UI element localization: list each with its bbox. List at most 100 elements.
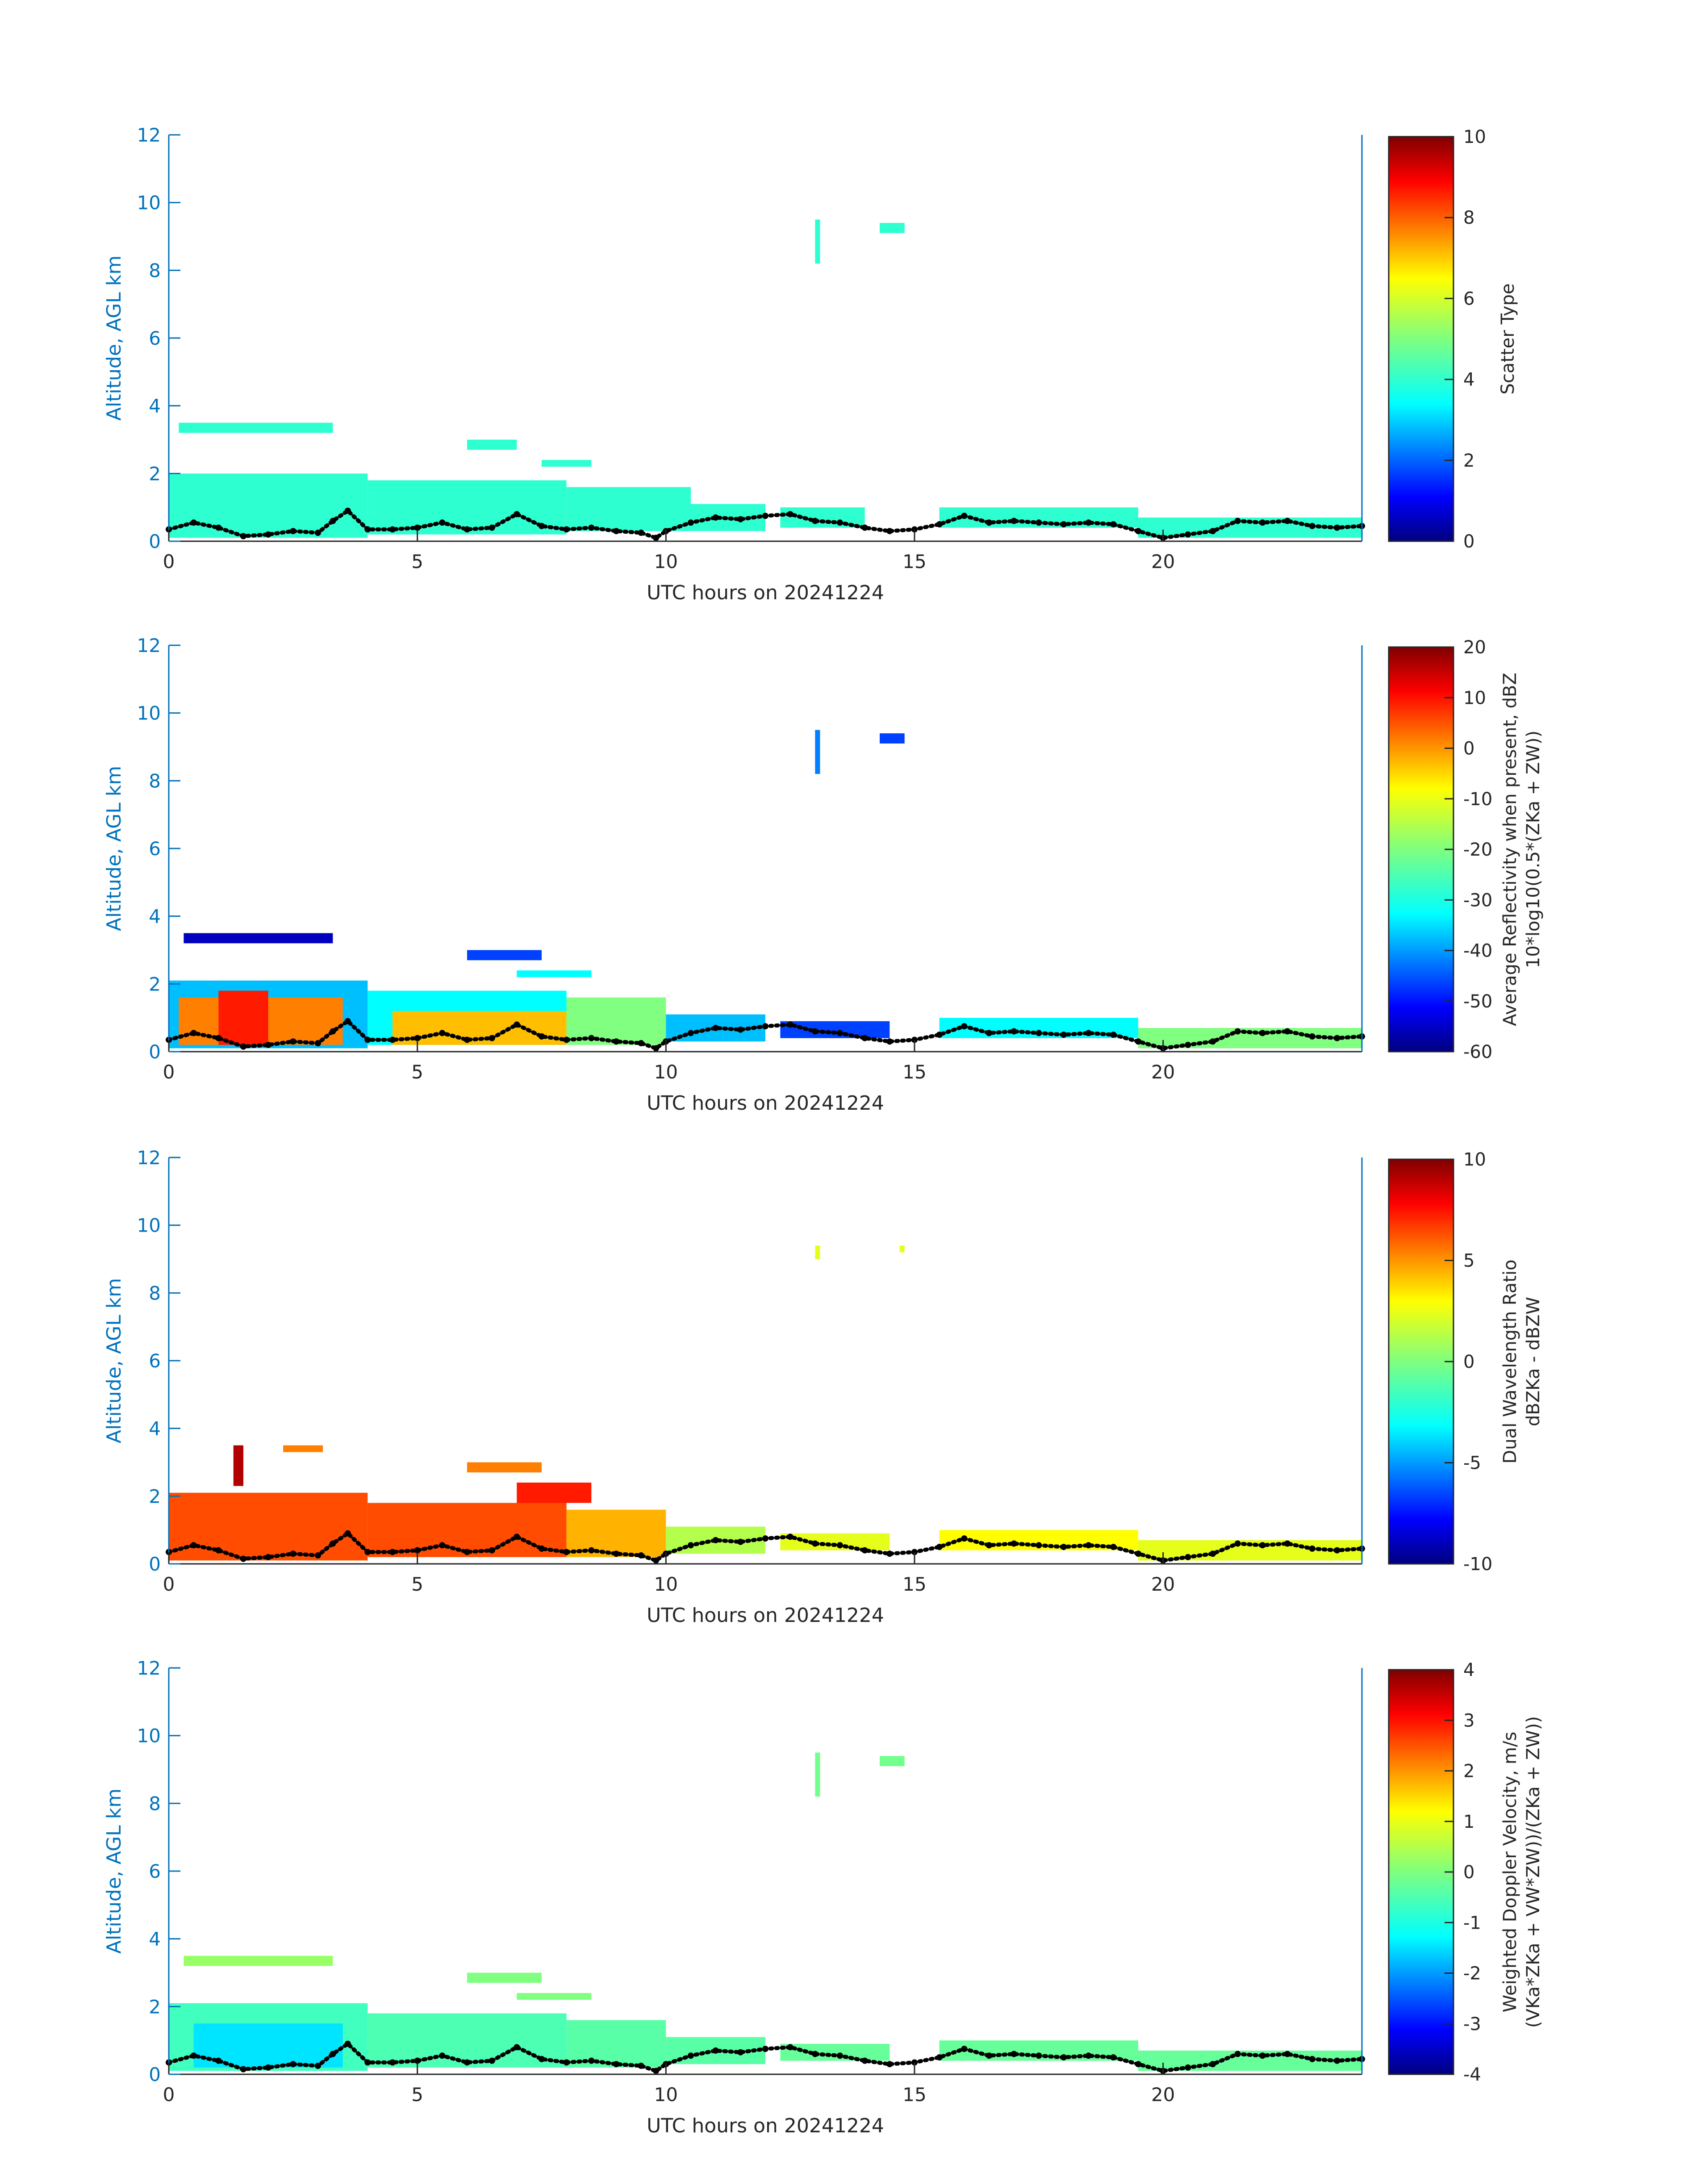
cloud-base-point <box>489 1035 495 1041</box>
cloud-base-point <box>861 524 868 531</box>
y-tick-label: 6 <box>149 327 161 349</box>
y-tick-label: 2 <box>149 973 161 995</box>
colorbar-tick-label: 0 <box>1463 531 1474 552</box>
cloud-base-point <box>1110 2054 1117 2061</box>
cloud-base-point <box>215 2057 222 2064</box>
heatmap-cell <box>218 990 268 1045</box>
cloud-base-point <box>364 526 371 533</box>
cloud-base-point <box>911 526 918 533</box>
cloud-base-point <box>1061 2054 1067 2061</box>
cloud-base-point <box>638 2063 644 2069</box>
heatmap-cell <box>542 460 592 467</box>
colorbar-tick-label: 20 <box>1463 637 1486 658</box>
colorbar-tick-label: -1 <box>1463 1913 1481 1933</box>
cloud-base-point <box>737 1026 744 1033</box>
cloud-base-point <box>1234 1028 1241 1035</box>
heatmap-cell <box>179 422 333 433</box>
cloud-base-point <box>539 1033 545 1040</box>
colorbar-tick-label: 2 <box>1463 1761 1474 1782</box>
colorbar-tick-label: -3 <box>1463 2014 1481 2035</box>
heatmap-cell <box>517 1993 592 2000</box>
y-tick-label: 6 <box>149 838 161 860</box>
cloud-base-point <box>389 1036 396 1043</box>
colorbar <box>1388 1158 1454 1565</box>
cloud-base-point <box>762 2046 768 2052</box>
cloud-base-point <box>737 2049 744 2056</box>
cloud-base-point <box>812 2051 819 2057</box>
y-tick-label: 4 <box>149 1928 161 1950</box>
cloud-base-point <box>1309 1033 1315 1040</box>
colorbar-tick-label: -50 <box>1463 991 1492 1012</box>
cloud-base-point <box>330 1028 336 1035</box>
cloud-base-point <box>886 1038 893 1045</box>
colorbar-label: Scatter Type <box>1498 284 1518 395</box>
cloud-base-point <box>1210 1038 1216 1045</box>
cloud-base-point <box>1110 521 1117 528</box>
cloud-base-point <box>1036 2052 1042 2059</box>
cloud-base-point <box>1085 2052 1092 2059</box>
cloud-base-point <box>1284 2051 1290 2057</box>
heatmap-cell <box>467 950 542 961</box>
y-tick-label: 10 <box>137 192 161 214</box>
y-tick-label: 12 <box>137 1657 161 1679</box>
heatmap-cell <box>880 223 905 233</box>
heatmap-cell <box>184 1956 333 1966</box>
cloud-base-point <box>1185 1554 1191 1560</box>
colorbar-tick-label: -30 <box>1463 890 1492 911</box>
colorbar-tick-label: -5 <box>1463 1453 1481 1474</box>
heatmap-cell <box>815 1245 820 1259</box>
cloud-base-point <box>330 1540 336 1547</box>
cloud-base-point <box>240 533 246 539</box>
cloud-base-point <box>315 1040 321 1047</box>
colorbar-tick-label: -60 <box>1463 1042 1492 1062</box>
cloud-base-point <box>861 1547 868 1554</box>
cloud-base-point <box>215 1547 222 1554</box>
cloud-base-point <box>688 519 694 526</box>
heatmap-cell <box>780 2043 890 2061</box>
x-tick-label: 20 <box>1151 2084 1175 2106</box>
cloud-base-point <box>190 1030 197 1036</box>
cloud-base-point <box>240 1555 246 1562</box>
cloud-base-point <box>712 1024 719 1031</box>
cloud-base-point <box>215 1035 222 1041</box>
cloud-base-point <box>464 1036 470 1043</box>
cloud-base-point <box>1085 519 1092 526</box>
cloud-base-point <box>936 2054 943 2061</box>
cloud-base-point <box>1259 1030 1266 1036</box>
x-tick-label: 20 <box>1151 1061 1175 1083</box>
colorbar-tick-label: 4 <box>1463 1660 1474 1680</box>
colorbar-tick-label: 2 <box>1463 451 1474 471</box>
cloud-base-point <box>638 1040 644 1047</box>
x-tick-label: 10 <box>654 2084 678 2106</box>
cloud-base-point <box>1284 518 1290 524</box>
cloud-base-point <box>1185 2064 1191 2071</box>
cloud-base-point <box>861 1035 868 1041</box>
cloud-base-point <box>1259 519 1266 526</box>
cloud-base-point <box>1135 528 1141 535</box>
cloud-base-point <box>265 531 271 538</box>
x-tick-label: 5 <box>411 1061 423 1083</box>
cloud-base-point <box>712 2047 719 2054</box>
colorbar <box>1388 136 1454 542</box>
x-tick-label: 5 <box>411 2084 423 2106</box>
cloud-base-point <box>1334 2057 1341 2064</box>
cloud-base-point <box>613 1038 619 1045</box>
cloud-base-point <box>514 1534 520 1540</box>
cloud-base-point <box>439 2052 446 2059</box>
cloud-base-point <box>1061 1544 1067 1550</box>
cloud-base-point <box>1210 1550 1216 1557</box>
cloud-base-point <box>1234 2051 1241 2057</box>
cloud-base-point <box>1110 1032 1117 1038</box>
heatmap-cell <box>815 730 820 774</box>
cloud-base-point <box>563 1036 570 1043</box>
colorbar <box>1388 646 1454 1053</box>
cloud-base-point <box>389 1549 396 1555</box>
cloud-base-point <box>290 2061 296 2068</box>
y-tick-label: 4 <box>149 1418 161 1440</box>
colorbar-tick-label: 0 <box>1463 739 1474 759</box>
colorbar-label: Dual Wavelength Ratio <box>1500 1259 1520 1463</box>
colorbar-tick-label: 6 <box>1463 288 1474 309</box>
cloud-base-point <box>936 521 943 528</box>
cloud-base-point <box>1011 1540 1017 1547</box>
